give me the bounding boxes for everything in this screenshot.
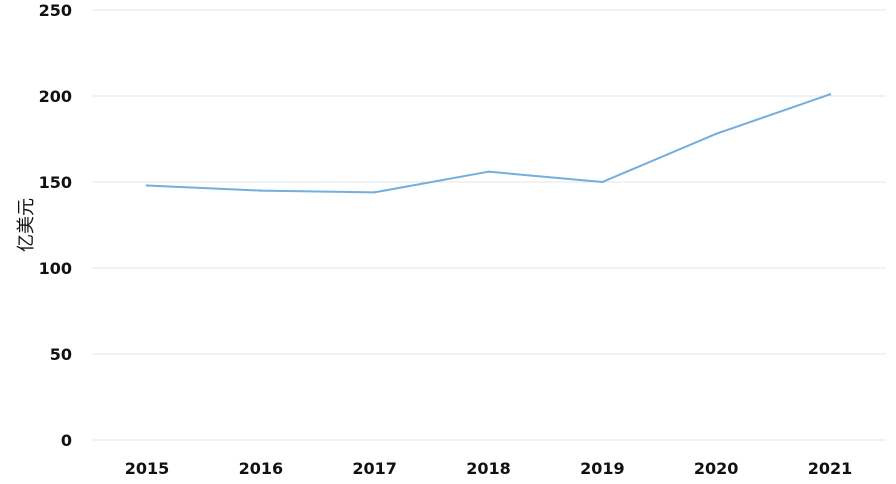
- y-axis-title: 亿美元: [16, 198, 37, 252]
- data-point-2016: [259, 189, 263, 192]
- y-tick-label: 0: [61, 431, 72, 450]
- data-point-2020: [714, 132, 718, 136]
- series-layer: [145, 93, 832, 194]
- grid-lines: [92, 9, 886, 441]
- y-tick-label: 100: [39, 259, 72, 278]
- y-tick-label: 150: [39, 173, 72, 192]
- y-tick-label: 50: [50, 345, 72, 364]
- y-tick-label: 200: [39, 87, 72, 106]
- y-tick-label: 250: [39, 1, 72, 20]
- series-line-0: [146, 93, 831, 194]
- data-point-2017: [373, 191, 376, 194]
- data-point-2019: [601, 180, 604, 184]
- x-tick-label-2015: 2015: [125, 459, 170, 478]
- y-axis-ticks: 0 50 100 150 200 250: [39, 1, 72, 450]
- data-point-2015: [145, 184, 149, 187]
- x-tick-label-2018: 2018: [466, 459, 511, 478]
- x-tick-label-2020: 2020: [694, 459, 739, 478]
- x-axis-ticks: 2015 2016 2017 2018 2019 2020 2021: [125, 459, 853, 478]
- x-tick-label-2019: 2019: [580, 459, 625, 478]
- data-point-2018: [487, 170, 490, 173]
- x-tick-label-2016: 2016: [239, 459, 284, 478]
- data-point-2021: [828, 93, 832, 96]
- x-tick-label-2021: 2021: [808, 459, 853, 478]
- x-tick-label-2017: 2017: [352, 459, 397, 478]
